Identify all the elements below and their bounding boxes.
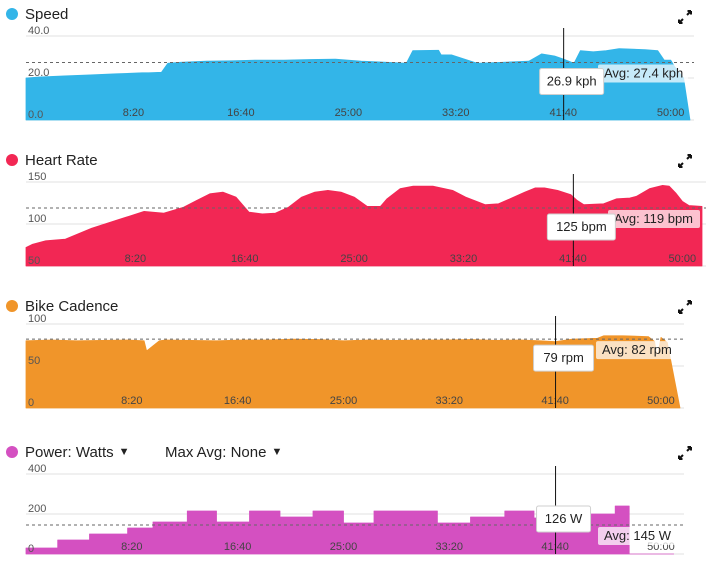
svg-text:Avg: 82 rpm: Avg: 82 rpm xyxy=(602,342,672,357)
y-tick-label: 40.0 xyxy=(28,25,49,37)
x-tick-label: 33:20 xyxy=(450,253,478,265)
heart-rate-panel: Heart Rate 150100508:2016:4025:0033:2041… xyxy=(0,148,709,268)
power-title-label: Power: Watts xyxy=(25,443,114,461)
x-tick-label: 33:20 xyxy=(436,541,464,553)
hr-cursor-tooltip: 125 bpm xyxy=(546,213,616,241)
x-tick-label: 8:20 xyxy=(121,395,142,407)
svg-text:Avg: 27.4 kph: Avg: 27.4 kph xyxy=(604,65,683,80)
speed-average-label: Avg: 27.4 kph xyxy=(598,64,688,83)
power-series-area xyxy=(25,505,675,555)
x-tick-label: 16:40 xyxy=(224,395,252,407)
speed-title: Speed xyxy=(6,2,68,26)
svg-text:Avg: 145 W: Avg: 145 W xyxy=(604,528,672,543)
x-tick-label: 50:00 xyxy=(669,253,697,265)
x-tick-label: 16:40 xyxy=(231,253,259,265)
y-tick-label: 0.0 xyxy=(28,109,43,121)
speed-legend-dot xyxy=(6,8,18,20)
cadence-series-area xyxy=(25,335,681,409)
y-tick-label: 150 xyxy=(28,171,46,183)
x-tick-label: 8:20 xyxy=(123,107,144,119)
x-tick-label: 25:00 xyxy=(340,253,368,265)
y-tick-label: 400 xyxy=(28,463,46,475)
bike-cadence-title-label: Bike Cadence xyxy=(25,297,119,315)
y-tick-label: 100 xyxy=(28,313,46,325)
heart-rate-title-label: Heart Rate xyxy=(25,151,98,169)
heart-rate-title: Heart Rate xyxy=(6,148,98,172)
cadence-cursor-tooltip: 79 rpm xyxy=(533,344,595,372)
speed-cursor-tooltip: 26.9 kph xyxy=(539,67,605,95)
speed-chart[interactable]: 40.020.00.08:2016:4025:0033:2041:4050:00… xyxy=(0,25,709,148)
x-tick-label: 8:20 xyxy=(121,541,142,553)
svg-text:Avg: 119 bpm: Avg: 119 bpm xyxy=(614,211,693,226)
expand-arrows-icon[interactable] xyxy=(678,446,692,460)
power-cursor-tooltip: 126 W xyxy=(536,505,592,533)
caret-down-icon: ▼ xyxy=(118,446,130,458)
svg-text:79 rpm: 79 rpm xyxy=(543,350,583,365)
max-avg-label: Max Avg: None xyxy=(165,443,267,461)
expand-arrows-icon[interactable] xyxy=(678,154,692,168)
caret-down-icon: ▼ xyxy=(271,446,283,458)
x-tick-label: 25:00 xyxy=(335,107,363,119)
max-avg-dropdown[interactable]: Max Avg: None ▼ xyxy=(165,440,282,464)
bike-cadence-title: Bike Cadence xyxy=(6,294,118,318)
y-tick-label: 20.0 xyxy=(28,67,49,79)
svg-text:125 bpm: 125 bpm xyxy=(556,219,607,234)
y-tick-label: 0 xyxy=(28,543,34,555)
power-metric-dropdown[interactable]: Power: Watts ▼ xyxy=(6,440,130,464)
x-tick-label: 33:20 xyxy=(442,107,470,119)
x-tick-label: 33:20 xyxy=(436,395,464,407)
power-average-label: Avg: 145 W xyxy=(598,527,678,545)
bike-cadence-legend-dot xyxy=(6,300,18,312)
hr-average-label: Avg: 119 bpm xyxy=(608,210,700,229)
expand-arrows-icon[interactable] xyxy=(678,300,692,314)
y-tick-label: 0 xyxy=(28,397,34,409)
x-tick-label: 25:00 xyxy=(330,541,358,553)
x-tick-label: 8:20 xyxy=(125,253,146,265)
speed-title-label: Speed xyxy=(25,5,69,23)
y-tick-label: 50 xyxy=(28,355,40,367)
x-tick-label: 16:40 xyxy=(224,541,252,553)
y-tick-label: 100 xyxy=(28,213,46,225)
y-tick-label: 200 xyxy=(28,503,46,515)
expand-arrows-icon[interactable] xyxy=(678,10,692,24)
x-tick-label: 25:00 xyxy=(330,395,358,407)
power-legend-dot xyxy=(6,446,18,458)
power-chart[interactable]: 40020008:2016:4025:0033:2041:4050:00Avg:… xyxy=(0,463,709,588)
heart-rate-legend-dot xyxy=(6,154,18,166)
cadence-average-label: Avg: 82 rpm xyxy=(596,341,678,360)
y-tick-label: 50 xyxy=(28,255,40,267)
svg-text:26.9 kph: 26.9 kph xyxy=(547,73,597,88)
bike-cadence-chart[interactable]: 1005008:2016:4025:0033:2041:4050:00Avg: … xyxy=(0,313,709,440)
x-tick-label: 50:00 xyxy=(657,107,685,119)
speed-panel: Speed 40.020.00.08:2016:4025:0033:2041:4… xyxy=(0,2,709,122)
heart-rate-chart[interactable]: 150100508:2016:4025:0033:2041:4050:00Avg… xyxy=(0,171,709,294)
hr-series-area xyxy=(25,185,703,267)
svg-text:126 W: 126 W xyxy=(545,511,583,526)
speed-series-area xyxy=(25,48,691,121)
x-tick-label: 16:40 xyxy=(227,107,255,119)
x-tick-label: 50:00 xyxy=(647,395,675,407)
power-panel: Power: Watts ▼ Max Avg: None ▼ 400 200 0 8:… xyxy=(0,440,709,560)
bike-cadence-panel: Bike Cadence 1005008:2016:4025:0033:2041… xyxy=(0,294,709,414)
